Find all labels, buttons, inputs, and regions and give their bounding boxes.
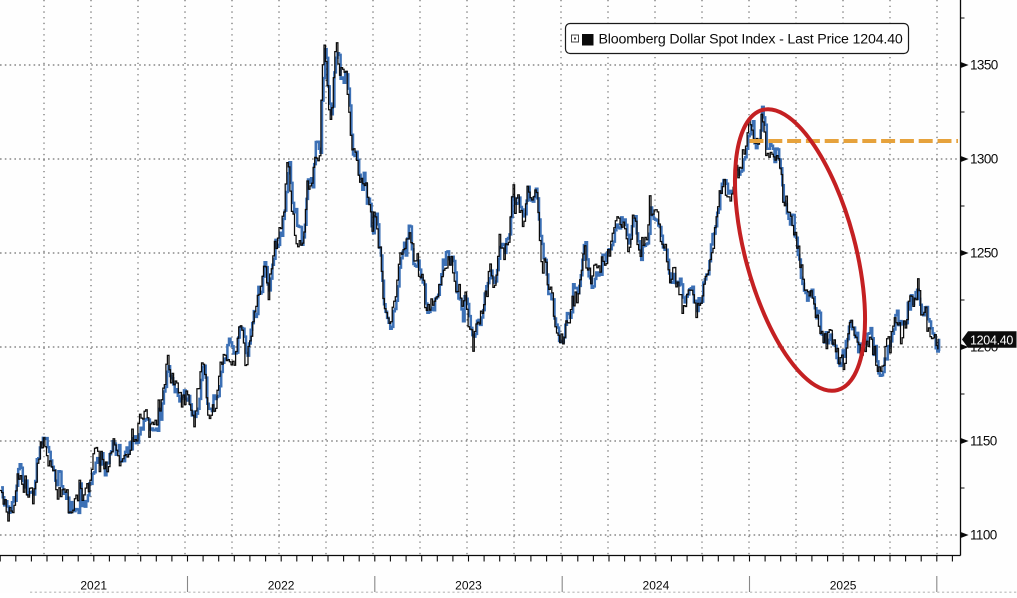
svg-text:1250: 1250 <box>970 246 998 261</box>
svg-text:2022: 2022 <box>268 579 295 593</box>
svg-text:1204.40: 1204.40 <box>970 333 1013 347</box>
svg-text:2021: 2021 <box>80 579 107 593</box>
svg-text:1150: 1150 <box>970 434 997 449</box>
svg-text:1100: 1100 <box>970 528 997 543</box>
svg-text:1350: 1350 <box>970 58 998 73</box>
svg-text:Bloomberg Dollar Spot Index -: Bloomberg Dollar Spot Index - Last Price… <box>599 31 903 47</box>
svg-text:2025: 2025 <box>830 579 857 593</box>
svg-text:2023: 2023 <box>455 579 482 593</box>
svg-text:1300: 1300 <box>970 152 998 167</box>
svg-text:2024: 2024 <box>643 579 670 593</box>
